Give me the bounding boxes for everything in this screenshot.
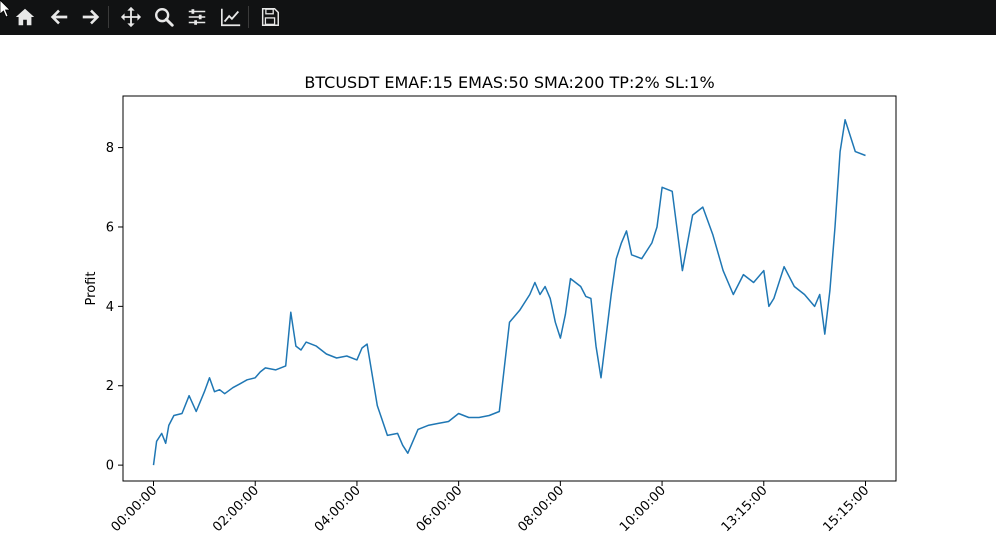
y-tick-label: 8	[106, 141, 114, 156]
x-tick-label: 08:00:00	[515, 483, 567, 533]
y-tick-label: 6	[106, 220, 114, 235]
y-tick-label: 0	[106, 459, 114, 474]
x-tick-label: 13:15:00	[719, 483, 771, 533]
x-tick-label: 15:15:00	[820, 483, 872, 533]
series-line	[152, 119, 866, 466]
zoom-magnifier-icon[interactable]	[151, 4, 177, 30]
chart-title: BTCUSDT EMAF:15 EMAS:50 SMA:200 TP:2% SL…	[304, 73, 714, 92]
forward-arrow-icon[interactable]	[78, 4, 104, 30]
save-floppy-icon[interactable]	[257, 4, 283, 30]
x-tick-label: 02:00:00	[210, 483, 262, 533]
chart-canvas[interactable]: 0 2 4 6 8 00:00:00 02:00:00 04:00:00 06:00:00 08…	[0, 35, 996, 533]
x-tick-label: 06:00:00	[414, 483, 466, 533]
edit-axis-line-icon[interactable]	[218, 4, 244, 30]
x-tick-label: 00:00:00	[108, 483, 160, 533]
y-axis-label: Profit	[84, 272, 99, 306]
y-tick-label: 4	[106, 300, 114, 315]
axes-frame	[122, 95, 897, 482]
x-tick-label: 04:00:00	[312, 483, 364, 533]
home-icon[interactable]	[12, 4, 38, 30]
mouse-cursor-icon	[0, 0, 11, 18]
back-arrow-icon[interactable]	[46, 4, 72, 30]
toolbar	[0, 0, 996, 35]
x-tick-label: 10:00:00	[617, 483, 669, 533]
configure-subplots-icon[interactable]	[184, 4, 210, 30]
pan-move-icon[interactable]	[118, 4, 144, 30]
y-tick-label: 2	[106, 379, 114, 394]
